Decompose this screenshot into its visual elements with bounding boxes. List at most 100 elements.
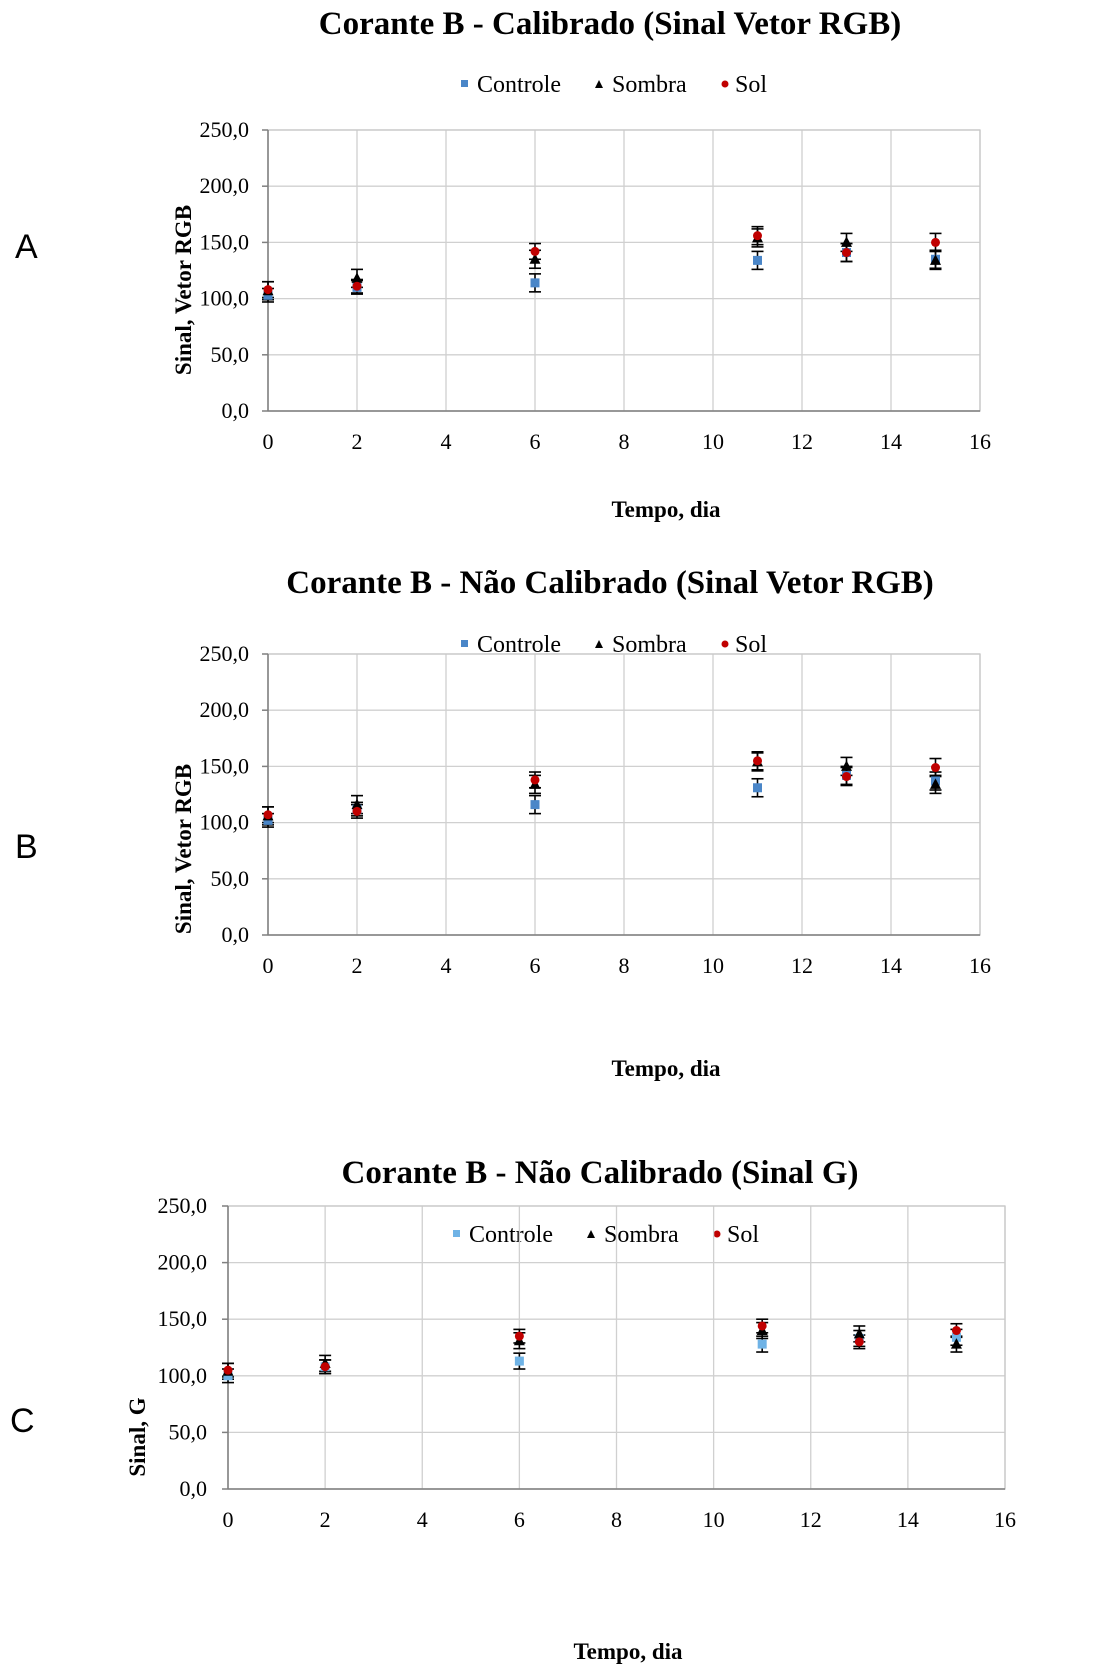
- x-axis-label: Tempo, dia: [573, 1639, 683, 1664]
- point-sol: [352, 281, 362, 291]
- x-tick-label: 4: [441, 953, 452, 978]
- y-tick-label: 200,0: [200, 697, 250, 722]
- point-sombra: [529, 253, 541, 264]
- legend-label-sol: Sol: [735, 72, 767, 98]
- y-tick-label: 150,0: [158, 1306, 208, 1331]
- x-tick-label: 2: [352, 429, 363, 454]
- legend-marker-sol: [721, 80, 729, 88]
- point-sol: [753, 756, 762, 766]
- y-tick-label: 0,0: [222, 398, 250, 423]
- point-sombra: [351, 272, 363, 283]
- y-tick-label: 100,0: [200, 810, 250, 835]
- plot-area: 0 2 4 6 8 10 12 14 16 0,0 50,0 100,0 150,0 200,0 250,0: [200, 641, 992, 978]
- legend-marker-sombra: [595, 80, 603, 88]
- x-tick-label: 14: [880, 953, 902, 978]
- y-axis-label: Sinal, G: [125, 1397, 150, 1476]
- chart-title: Corante B - Calibrado (Sinal Vetor RGB): [319, 6, 901, 42]
- x-tick-label: 6: [514, 1507, 525, 1532]
- point-sol: [263, 810, 273, 820]
- legend-marker-controle: [453, 1230, 460, 1237]
- y-axis-label: Sinal, Vetor RGB: [171, 205, 196, 375]
- point-sombra: [853, 1327, 865, 1339]
- legend-label-controle: Controle: [469, 1222, 553, 1248]
- x-tick-label: 16: [994, 1507, 1016, 1532]
- panel-letter: C: [10, 1402, 35, 1440]
- x-tick-label: 0: [223, 1507, 234, 1532]
- x-tick-label: 2: [352, 953, 363, 978]
- plot-area: 0 2 4 6 8 10 12 14 16 0,0 50,0 100,0 150,0 200,0 250,0: [200, 117, 992, 454]
- x-tick-label: 12: [791, 429, 813, 454]
- y-tick-label: 150,0: [200, 229, 250, 254]
- legend-label-controle: Controle: [477, 72, 561, 98]
- panel-letter: B: [15, 828, 38, 866]
- x-tick-label: 4: [417, 1507, 428, 1532]
- y-tick-label: 50,0: [211, 342, 250, 367]
- x-tick-label: 4: [441, 429, 452, 454]
- point-sombra: [841, 760, 852, 771]
- point-sol: [530, 246, 540, 256]
- legend-marker-controle: [461, 640, 468, 647]
- point-sombra: [841, 236, 852, 247]
- chart-panel-b: B Corante B - Não Calibrado (Sinal Vetor…: [15, 565, 992, 1081]
- point-controle: [530, 800, 540, 810]
- point-sol: [753, 231, 762, 241]
- x-tick-label: 14: [897, 1507, 919, 1532]
- y-tick-label: 50,0: [211, 866, 250, 891]
- point-sol: [320, 1362, 330, 1372]
- plot-area: 0 2 4 6 8 10 12 14 16 0,0 50,0 100,0 150,0 200,0 250,0: [158, 1193, 1017, 1532]
- legend-label-sombra: Sombra: [604, 1222, 679, 1248]
- point-controle: [514, 1356, 524, 1366]
- point-controle: [753, 783, 762, 793]
- legend: Controle Sombra Sol: [461, 72, 767, 98]
- x-tick-label: 10: [702, 953, 724, 978]
- y-tick-label: 200,0: [158, 1250, 208, 1275]
- y-tick-label: 200,0: [200, 173, 250, 198]
- y-tick-label: 250,0: [200, 641, 250, 666]
- legend-label-sombra: Sombra: [612, 72, 687, 98]
- x-tick-label: 0: [263, 953, 274, 978]
- legend-marker-controle: [461, 80, 468, 87]
- x-tick-label: 12: [800, 1507, 822, 1532]
- point-sol: [931, 763, 940, 773]
- point-sol: [352, 806, 362, 816]
- x-tick-label: 12: [791, 953, 813, 978]
- point-sol: [757, 1321, 767, 1331]
- x-axis-label: Tempo, dia: [611, 497, 721, 522]
- point-controle: [753, 255, 762, 265]
- x-tick-label: 8: [619, 953, 630, 978]
- point-sol: [931, 237, 940, 247]
- point-controle: [530, 278, 540, 288]
- y-tick-label: 250,0: [158, 1193, 208, 1218]
- x-tick-label: 6: [530, 429, 541, 454]
- x-tick-label: 16: [969, 429, 991, 454]
- legend-marker-sombra: [595, 640, 603, 648]
- point-controle: [223, 1371, 233, 1381]
- point-sol: [514, 1331, 524, 1341]
- y-tick-label: 100,0: [158, 1363, 208, 1388]
- point-sol: [223, 1365, 233, 1375]
- point-sol: [842, 772, 851, 782]
- y-tick-label: 0,0: [180, 1476, 208, 1501]
- y-tick-label: 250,0: [200, 117, 250, 142]
- x-tick-label: 6: [530, 953, 541, 978]
- point-controle: [757, 1339, 767, 1349]
- y-axis-label: Sinal, Vetor RGB: [171, 764, 196, 934]
- chart-panel-a: A Corante B - Calibrado (Sinal Vetor RGB…: [15, 6, 992, 522]
- point-sombra: [930, 254, 941, 265]
- x-tick-label: 0: [263, 429, 274, 454]
- x-axis-label: Tempo, dia: [611, 1056, 721, 1081]
- point-sol: [263, 285, 273, 295]
- y-tick-label: 150,0: [200, 753, 250, 778]
- x-tick-label: 8: [619, 429, 630, 454]
- point-sol: [530, 775, 540, 785]
- y-tick-label: 100,0: [200, 286, 250, 311]
- chart-panel-c: C Corante B - Não Calibrado (Sinal G) Co…: [10, 1155, 1017, 1664]
- legend-marker-sol: [713, 1230, 721, 1238]
- x-tick-label: 14: [880, 429, 902, 454]
- point-sol: [854, 1337, 864, 1347]
- x-tick-label: 10: [702, 429, 724, 454]
- legend-label-sol: Sol: [727, 1222, 759, 1248]
- point-sombra: [950, 1338, 962, 1349]
- x-tick-label: 2: [320, 1507, 331, 1532]
